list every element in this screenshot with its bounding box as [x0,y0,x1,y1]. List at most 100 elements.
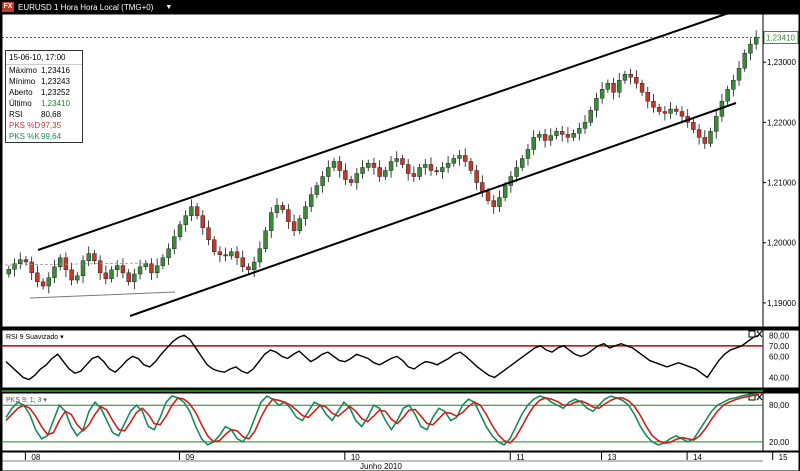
candle-down [491,200,496,207]
price-axis [762,13,800,328]
candle-down [240,257,245,268]
candle-down [428,164,434,171]
candle-up [497,197,502,207]
pks-tick-label: 20,00 [769,438,790,447]
candle-up [86,253,91,261]
info-key: Último [9,99,32,108]
pks-pane-label: PKS 9; 1; 3 ▾ [6,397,47,404]
channel-lower-line [129,102,737,317]
candle-up [331,161,337,168]
info-key: PKS %D [9,121,41,130]
month-label: Junho 2010 [360,462,402,471]
candle-up [571,132,576,138]
rsi-tick-label: 70,00 [769,342,790,351]
candle-down [212,239,217,252]
candle-down [200,215,206,228]
candle-down [434,170,439,172]
candle-down [674,108,679,112]
candle-up [52,266,57,278]
candle-up [57,257,63,268]
candle-down [565,134,571,138]
info-key: Aberto [9,88,33,97]
time-axis [1,451,800,471]
candle-up [46,277,51,287]
candle-up [537,134,542,138]
time-tick-label: 08 [31,453,40,462]
pks-d-line [5,394,760,445]
candle-up [457,155,462,159]
candle-up [588,110,593,123]
info-key: Mínimo [9,77,36,86]
candle-up [383,170,388,177]
candle-down [149,263,154,274]
candle-down [337,161,342,171]
candle-up [423,164,428,168]
candle-up [308,194,314,207]
rsi-axis [762,329,800,389]
candle-up [143,263,148,268]
info-value: 97,35 [41,121,62,130]
candle-down [97,260,103,274]
candle-up [577,128,582,134]
candle-up [617,80,622,93]
candle-up [548,135,553,141]
candle-up [160,257,166,266]
candle-down [679,111,685,117]
pks-pane [1,392,764,452]
candle-up [582,122,588,129]
channel-upper-line [37,3,756,251]
candle-down [480,182,485,192]
rsi-series-line [5,334,760,381]
info-value: 80,68 [41,110,62,119]
info-row: Último 1,23410 [6,98,82,109]
candle-down [645,92,650,102]
price-tick-label: 1,20000 [767,239,796,248]
candle-down [485,191,491,201]
candle-down [40,281,46,287]
candle-down [120,265,126,274]
info-row: RSI 80,68 [6,109,82,120]
candle-up [440,167,445,172]
candle-down [411,173,417,177]
candle-down [246,266,251,271]
candle-up [137,266,143,275]
info-value: 1,23252 [41,88,70,97]
candle-down [474,170,479,183]
candle-up [229,251,234,257]
candle-up [708,131,713,144]
candle-down [639,83,645,93]
candle-up [668,108,673,114]
candle-down [234,251,240,258]
candle-up [748,43,753,54]
candle-up [314,185,320,195]
candle-up [451,158,457,164]
last-price-label: 1,23410 [766,33,795,42]
candle-down [103,272,109,280]
candle-down [559,131,565,135]
candle-up [297,218,302,231]
candle-down [371,163,377,168]
candle-down [206,227,211,240]
candle-up [172,236,177,249]
info-row: PKS %K 99,64 [6,131,82,142]
chart-title-bar[interactable]: FX EURUSD 1 Hora Hora Local (TMG+0) ▼ [2,1,172,13]
candle-up [622,73,628,81]
candle-up [166,248,171,258]
candle-up [326,167,331,177]
candle-up [594,98,599,111]
candle-up [115,265,120,271]
candle-up [80,260,86,277]
candle-up [714,116,719,132]
price-tick-label: 1,21000 [767,179,796,188]
candle-up [257,248,263,263]
info-timestamp: 15-06-10, 17:00 [6,51,82,65]
info-value: 1,23410 [41,99,70,108]
info-box: 15-06-10, 17:00 Máximo 1,23416 Mínimo 1,23… [5,50,83,143]
pks-tick-label: 80,00 [769,401,790,410]
rsi-tick-label: 40,00 [769,373,790,382]
rsi-pane [1,329,764,389]
rsi-pane-label: RSI 9 Suavizado ▾ [6,334,64,341]
dropdown-arrow-icon[interactable]: ▼ [165,3,173,11]
candle-down [286,209,291,222]
